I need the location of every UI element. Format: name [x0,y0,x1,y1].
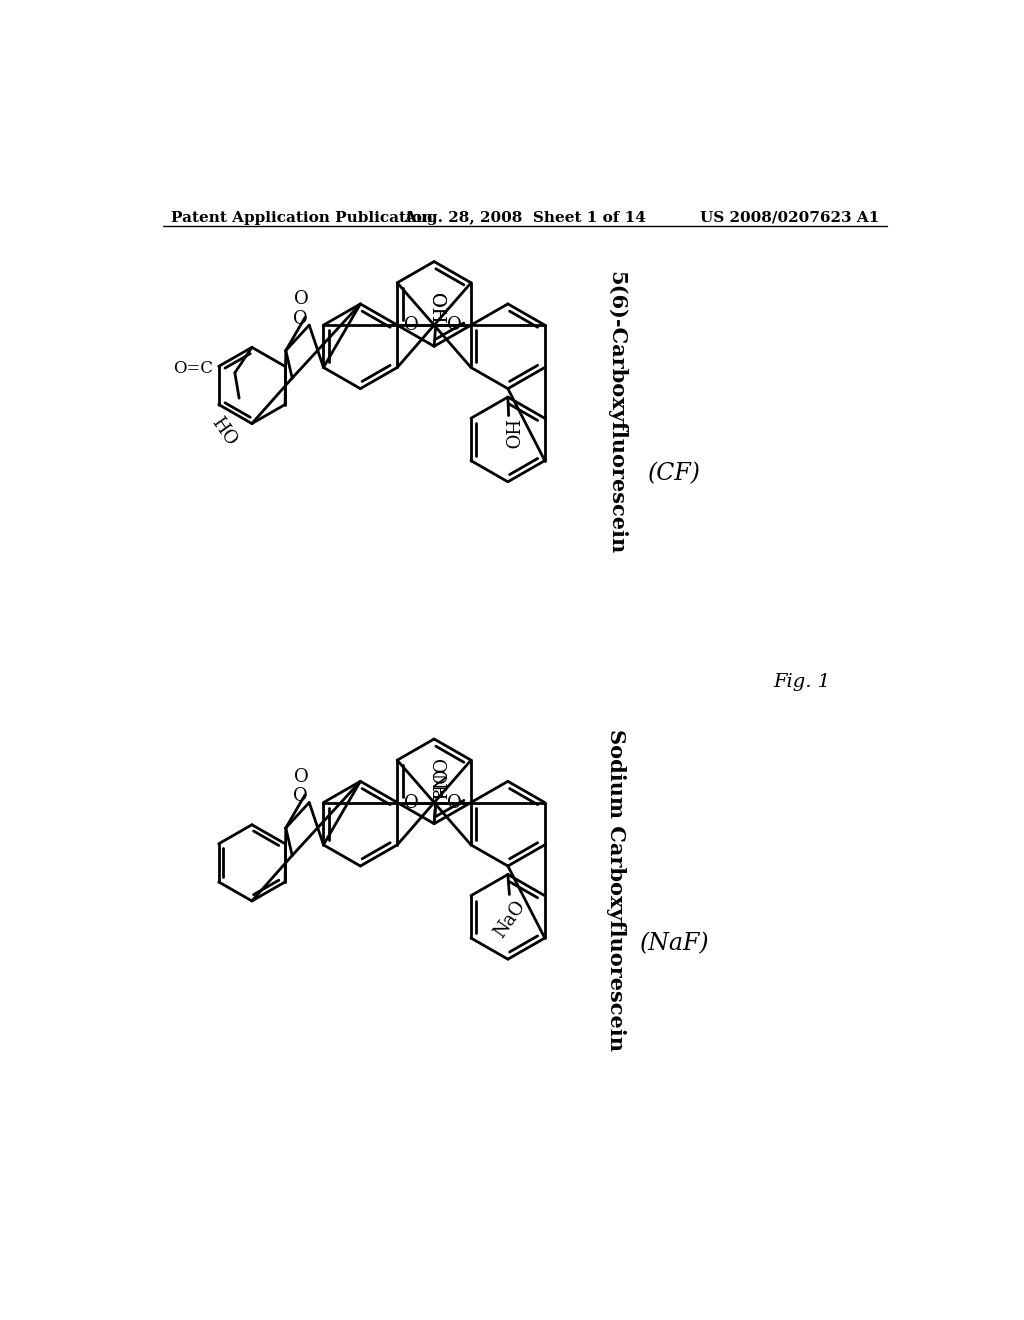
Text: O: O [447,793,462,812]
Text: O: O [294,768,308,785]
Text: O=C: O=C [173,360,213,378]
Text: OH: OH [427,293,445,323]
Text: OH: OH [427,293,445,323]
Text: O: O [293,310,307,327]
Text: (NaF): (NaF) [640,932,710,956]
Text: HO: HO [208,413,240,449]
Text: Aug. 28, 2008  Sheet 1 of 14: Aug. 28, 2008 Sheet 1 of 14 [403,211,646,224]
Text: O: O [447,315,462,334]
Text: US 2008/0207623 A1: US 2008/0207623 A1 [700,211,880,224]
Text: 5(6)-Carboxyfluorescein: 5(6)-Carboxyfluorescein [606,271,627,554]
Text: ONa: ONa [427,759,445,800]
Text: O: O [293,787,307,805]
Text: Patent Application Publication: Patent Application Publication [171,211,432,224]
Text: Sodium Carboxyfluorescein: Sodium Carboxyfluorescein [606,729,627,1051]
Text: OH: OH [427,770,445,800]
Text: O: O [294,290,308,309]
Text: NaO: NaO [490,898,529,941]
Text: Fig. 1: Fig. 1 [774,673,830,690]
Text: O: O [403,793,419,812]
Text: O: O [403,315,419,334]
Text: (CF): (CF) [648,462,700,486]
Text: HO: HO [501,418,518,449]
